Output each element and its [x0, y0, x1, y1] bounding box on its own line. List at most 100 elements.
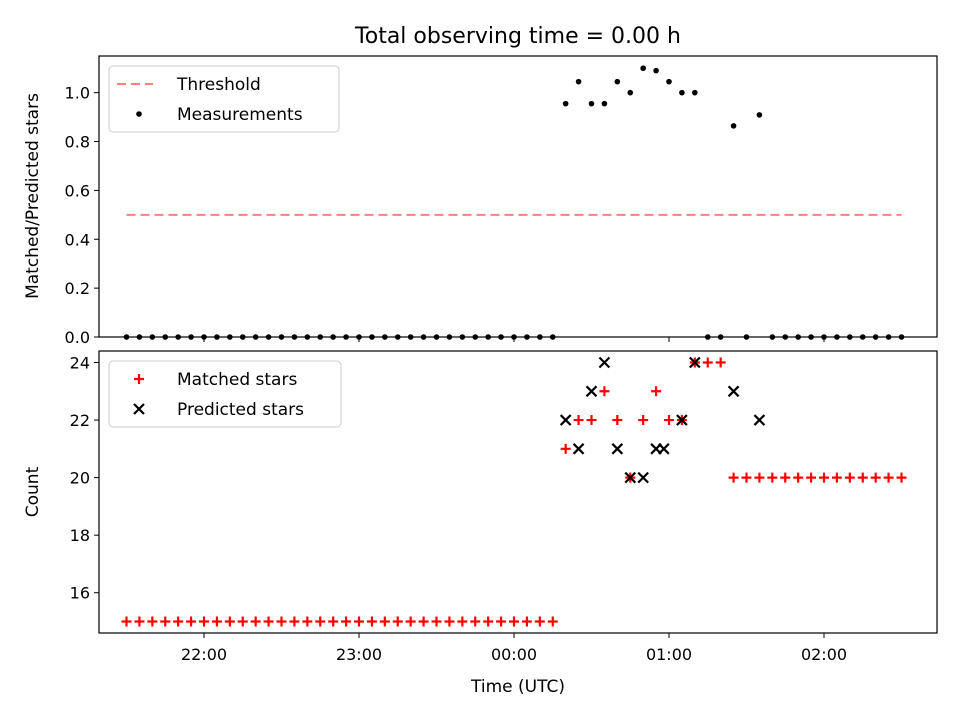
predicted-star-point [727, 385, 740, 398]
matched-star-point [560, 443, 571, 454]
y-tick-label: 1.0 [65, 84, 90, 103]
y-tick-label: 0.4 [65, 230, 90, 249]
matched-star-point [354, 616, 364, 627]
legend-label: Matched stars [177, 370, 297, 390]
y-tick-label: 16 [70, 584, 90, 603]
matched-star-point [754, 472, 765, 483]
matched-star-point [496, 616, 507, 627]
legend-predicted-swatch [133, 403, 145, 415]
matched-star-point [431, 616, 442, 627]
legend: Matched stars Predicted stars [108, 360, 342, 428]
matched-star-point [224, 616, 235, 627]
matched-star-point [534, 616, 545, 627]
matched-star-point [392, 616, 403, 627]
legend-box [108, 360, 342, 428]
matched-star-point [250, 616, 261, 627]
matched-star-point [702, 357, 713, 368]
matched-star-point [819, 472, 829, 483]
x-axis-label: Time (UTC) [470, 677, 565, 697]
measurement-point [614, 78, 621, 85]
y-tick-label: 22 [70, 411, 90, 430]
matched-star-point [457, 616, 468, 627]
y-tick-label: 20 [70, 469, 90, 488]
matched-star-point [547, 616, 558, 627]
measurement-point [575, 78, 582, 85]
matched-star-point [638, 415, 649, 426]
y-tick-label: 0.8 [65, 133, 90, 152]
matched-star-point [741, 472, 752, 483]
legend-box [108, 65, 340, 133]
predicted-star-point [658, 443, 670, 455]
matched-star-point [651, 386, 662, 397]
x-tick-label: 01:00 [646, 645, 692, 664]
x-tick-label: 23:00 [336, 645, 382, 664]
measurement-point [653, 67, 659, 74]
bottom-plot: 16 18 20 22 24 22:00 23:00 00:00 01:00 02:00 Match… [70, 350, 938, 664]
measurement-point [756, 112, 763, 118]
matched-star-point [160, 616, 171, 627]
matched-star-point [612, 415, 623, 426]
matched-star-point [857, 472, 868, 483]
predicted-star-point [572, 443, 585, 455]
legend-label: Predicted stars [177, 400, 304, 420]
matched-star-point [211, 616, 222, 627]
matched-star-point [379, 616, 390, 627]
matched-star-point [134, 616, 145, 627]
matched-star-point [199, 616, 209, 627]
predicted-star-point [753, 414, 766, 426]
legend-measurement-swatch [136, 111, 142, 117]
measurement-point [679, 89, 685, 96]
legend-label: Threshold [176, 75, 261, 95]
matched-star-point [444, 616, 455, 627]
measurement-point [627, 89, 634, 96]
matched-star-point [521, 616, 532, 627]
predicted-star-point [689, 356, 701, 369]
matched-star-point [793, 472, 804, 483]
measurement-point [692, 89, 698, 96]
predicted-star-point [624, 471, 637, 484]
matched-star-point [328, 616, 339, 627]
matched-star-point [767, 472, 778, 483]
matched-star-point [302, 616, 313, 627]
x-tick-label: 02:00 [801, 645, 847, 664]
predicted-star-point [676, 414, 688, 426]
matched-star-point [715, 357, 726, 368]
matched-star-point [341, 616, 352, 627]
matched-star-point [896, 472, 907, 483]
matched-star-point [509, 616, 519, 627]
x-tick-label: 00:00 [491, 645, 537, 664]
y-tick-label: 0.0 [65, 328, 90, 347]
y-tick-label: 0.2 [65, 279, 90, 298]
legend: Threshold Measurements [108, 65, 340, 133]
matched-star-point [599, 386, 610, 397]
plot-frame [98, 350, 938, 634]
matched-star-point [470, 616, 481, 627]
matched-star-point [289, 616, 300, 627]
matched-star-point [263, 616, 274, 627]
matched-star-point [483, 616, 494, 627]
measurement-point [588, 100, 595, 107]
matched-star-point [366, 616, 377, 627]
measurement-point [601, 100, 608, 107]
matched-star-point [728, 472, 739, 483]
matched-star-point [780, 472, 791, 483]
matched-star-point [418, 616, 429, 627]
matched-star-point [831, 472, 842, 483]
measurement-point [562, 100, 569, 107]
matched-star-point [664, 415, 674, 426]
legend-label: Measurements [177, 105, 303, 125]
measurement-point [666, 78, 672, 85]
y-tick-label: 0.6 [65, 181, 90, 200]
top-plot: 0.0 0.2 0.4 0.6 0.8 1.0 Threshold Measurements [65, 55, 938, 347]
matched-star-point [405, 616, 416, 627]
bottom-y-axis-label: Count [23, 466, 43, 517]
top-y-axis-label: Matched/Predicted stars [23, 93, 43, 299]
predicted-star-point [559, 414, 572, 426]
matched-star-point [173, 616, 184, 627]
matched-star-point [276, 616, 287, 627]
matched-star-point [573, 415, 584, 426]
matched-star-point [586, 415, 597, 426]
measurement-point [640, 65, 646, 72]
matched-star-point [186, 616, 197, 627]
